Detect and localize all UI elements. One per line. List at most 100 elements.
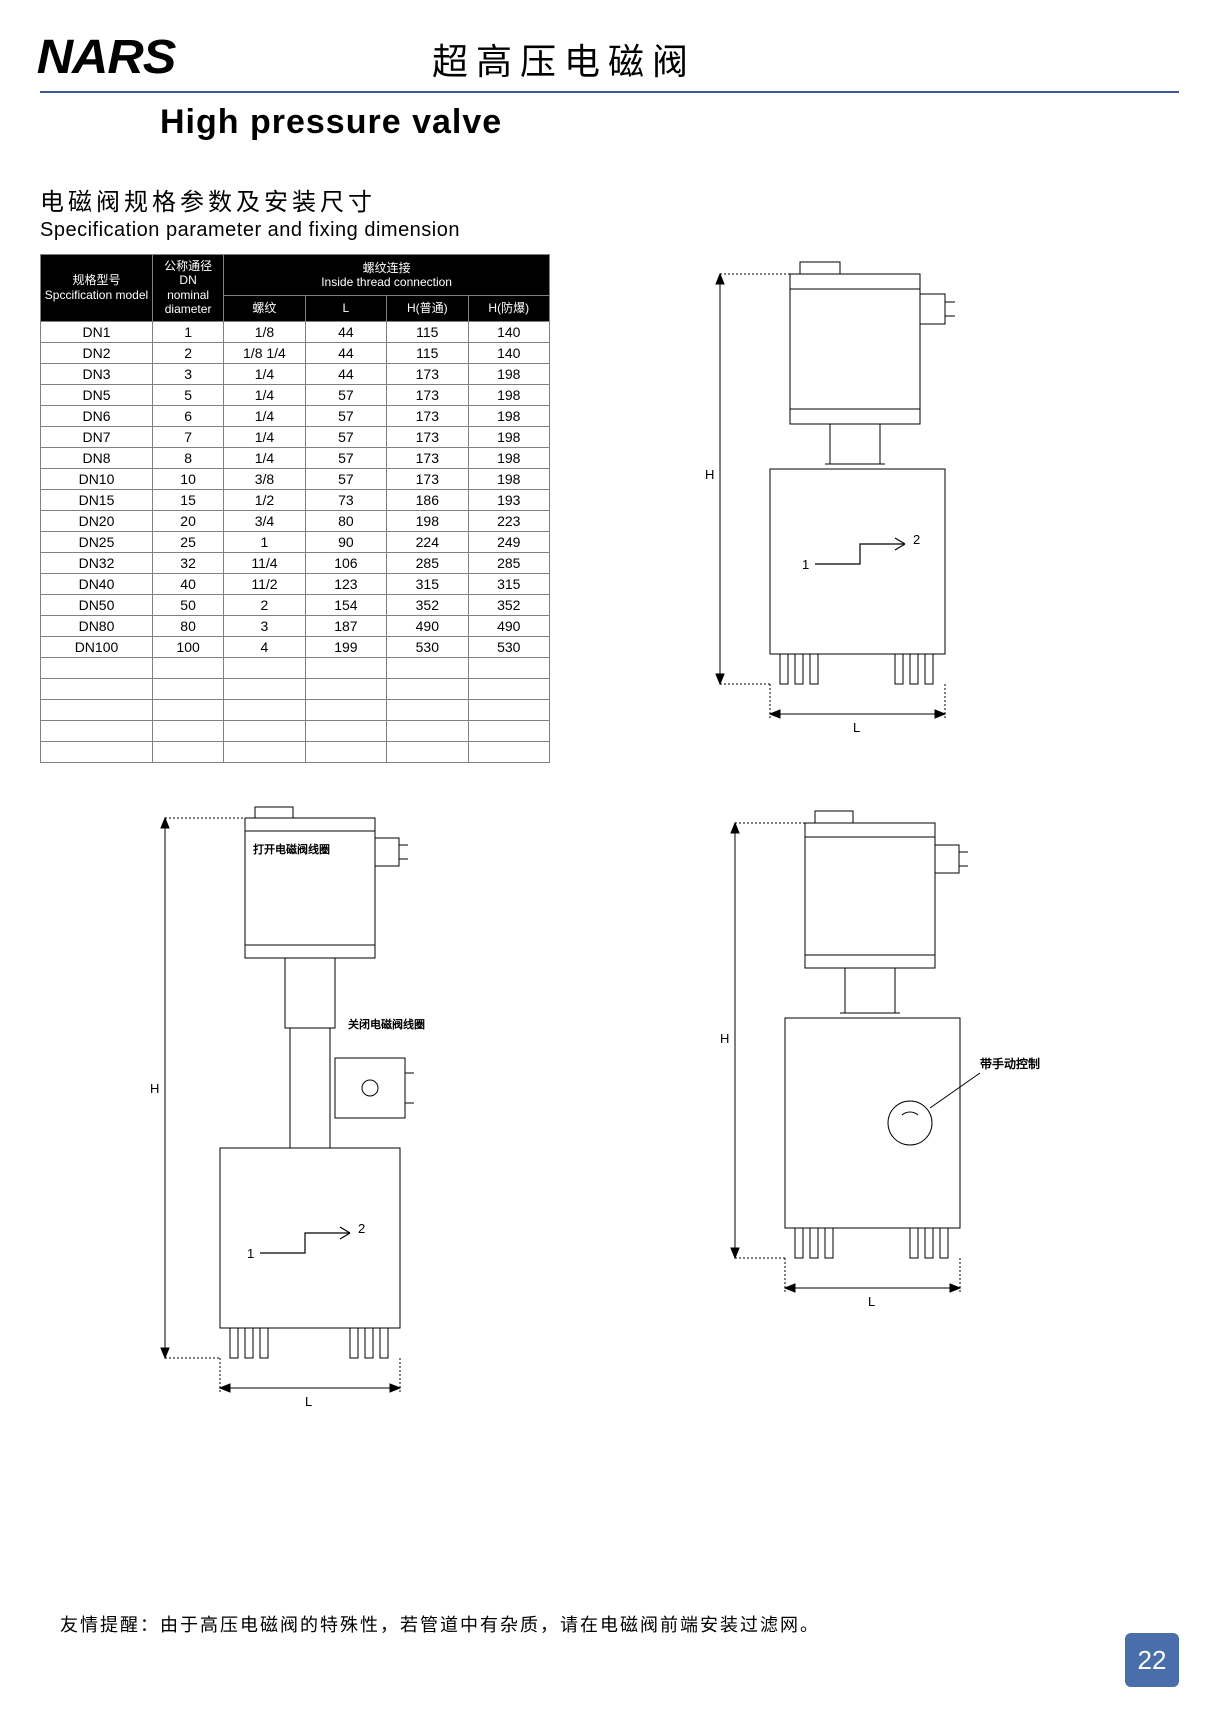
table-cell: 490 xyxy=(387,615,468,636)
table-row: DN221/8 1/444115140 xyxy=(41,342,550,363)
table-cell: 57 xyxy=(305,447,386,468)
table-cell xyxy=(468,678,549,699)
table-cell xyxy=(468,699,549,720)
table-cell: 40 xyxy=(152,573,223,594)
table-cell: 285 xyxy=(468,552,549,573)
dim-H-2: H xyxy=(150,1081,159,1096)
table-cell: DN25 xyxy=(41,531,153,552)
table-cell: 80 xyxy=(152,615,223,636)
table-cell xyxy=(305,657,386,678)
table-row: DN331/444173198 xyxy=(41,363,550,384)
table-row: DN111/844115140 xyxy=(41,321,550,342)
table-cell: 193 xyxy=(468,489,549,510)
table-cell: 3/4 xyxy=(224,510,305,531)
table-cell: 57 xyxy=(305,405,386,426)
table-cell: 198 xyxy=(468,363,549,384)
table-cell xyxy=(152,678,223,699)
table-cell: DN40 xyxy=(41,573,153,594)
table-cell xyxy=(468,720,549,741)
table-cell: DN10 xyxy=(41,468,153,489)
table-cell: DN1 xyxy=(41,321,153,342)
table-cell: 249 xyxy=(468,531,549,552)
table-cell: 5 xyxy=(152,384,223,405)
table-cell: 1/8 1/4 xyxy=(224,342,305,363)
port-1-2: 1 xyxy=(247,1246,254,1261)
table-cell xyxy=(305,741,386,762)
table-cell: 57 xyxy=(305,426,386,447)
title-en: High pressure valve xyxy=(160,103,1179,142)
table-row: DN15151/273186193 xyxy=(41,489,550,510)
table-cell: 198 xyxy=(468,447,549,468)
table-cell: 530 xyxy=(468,636,549,657)
table-cell xyxy=(41,720,153,741)
table-cell: 154 xyxy=(305,594,386,615)
table-row: DN1001004199530530 xyxy=(41,636,550,657)
table-cell: 1 xyxy=(224,531,305,552)
th-dn-en: nominal diameter xyxy=(165,288,212,316)
table-cell: 173 xyxy=(387,363,468,384)
table-cell: 8 xyxy=(152,447,223,468)
table-cell xyxy=(468,741,549,762)
table-cell xyxy=(224,678,305,699)
table-cell: DN3 xyxy=(41,363,153,384)
table-cell: 187 xyxy=(305,615,386,636)
table-cell: 1/2 xyxy=(224,489,305,510)
table-cell: 223 xyxy=(468,510,549,531)
table-cell xyxy=(41,657,153,678)
table-cell: DN5 xyxy=(41,384,153,405)
table-cell: 140 xyxy=(468,342,549,363)
th-model-en: Spccification model xyxy=(45,288,148,302)
th-dn-cn: 公称通径 DN xyxy=(164,259,212,287)
spec-table-body: DN111/844115140DN221/8 1/444115140DN331/… xyxy=(41,321,550,762)
spec-table-head: 规格型号 Spccification model 公称通径 DN nominal… xyxy=(41,255,550,322)
table-cell: 1/4 xyxy=(224,447,305,468)
table-cell: 2 xyxy=(152,342,223,363)
th-thread: 螺纹 xyxy=(224,296,305,321)
dim-L-3: L xyxy=(868,1294,875,1309)
table-cell xyxy=(387,741,468,762)
table-cell xyxy=(41,741,153,762)
table-row: DN2525190224249 xyxy=(41,531,550,552)
table-row: DN20203/480198223 xyxy=(41,510,550,531)
table-cell: 90 xyxy=(305,531,386,552)
table-cell: 44 xyxy=(305,363,386,384)
table-cell xyxy=(224,699,305,720)
table-cell: 1/4 xyxy=(224,384,305,405)
table-cell xyxy=(387,678,468,699)
table-cell xyxy=(468,657,549,678)
th-thread-group-cn: 螺纹连接 xyxy=(363,261,411,275)
table-cell xyxy=(387,699,468,720)
table-cell: DN2 xyxy=(41,342,153,363)
table-cell: 11/4 xyxy=(224,552,305,573)
table-cell xyxy=(41,699,153,720)
table-cell: 315 xyxy=(468,573,549,594)
th-Hn: H(普通) xyxy=(387,296,468,321)
dim-H-3: H xyxy=(720,1031,729,1046)
table-cell: DN80 xyxy=(41,615,153,636)
table-cell xyxy=(41,678,153,699)
table-cell: 1/4 xyxy=(224,405,305,426)
table-cell: 198 xyxy=(468,384,549,405)
table-row: DN551/457173198 xyxy=(41,384,550,405)
page-header: NARS 超高压电磁阀 xyxy=(40,30,1179,93)
table-cell: 490 xyxy=(468,615,549,636)
table-cell: DN100 xyxy=(41,636,153,657)
table-cell xyxy=(305,678,386,699)
table-cell xyxy=(152,741,223,762)
table-cell: 1/4 xyxy=(224,426,305,447)
table-cell: 198 xyxy=(468,405,549,426)
table-row: DN661/457173198 xyxy=(41,405,550,426)
table-cell: 199 xyxy=(305,636,386,657)
table-cell xyxy=(387,657,468,678)
table-cell xyxy=(305,720,386,741)
table-cell: 198 xyxy=(468,426,549,447)
port-2: 2 xyxy=(913,532,920,547)
table-cell xyxy=(224,720,305,741)
table-cell xyxy=(387,720,468,741)
table-row-empty xyxy=(41,720,550,741)
table-cell xyxy=(152,657,223,678)
th-Hp: H(防爆) xyxy=(468,296,549,321)
label-open: 打开电磁阀线圈 xyxy=(253,842,330,856)
table-cell: 10 xyxy=(152,468,223,489)
diagram-bottom-right: H L 带手动控制 xyxy=(680,803,1080,1423)
